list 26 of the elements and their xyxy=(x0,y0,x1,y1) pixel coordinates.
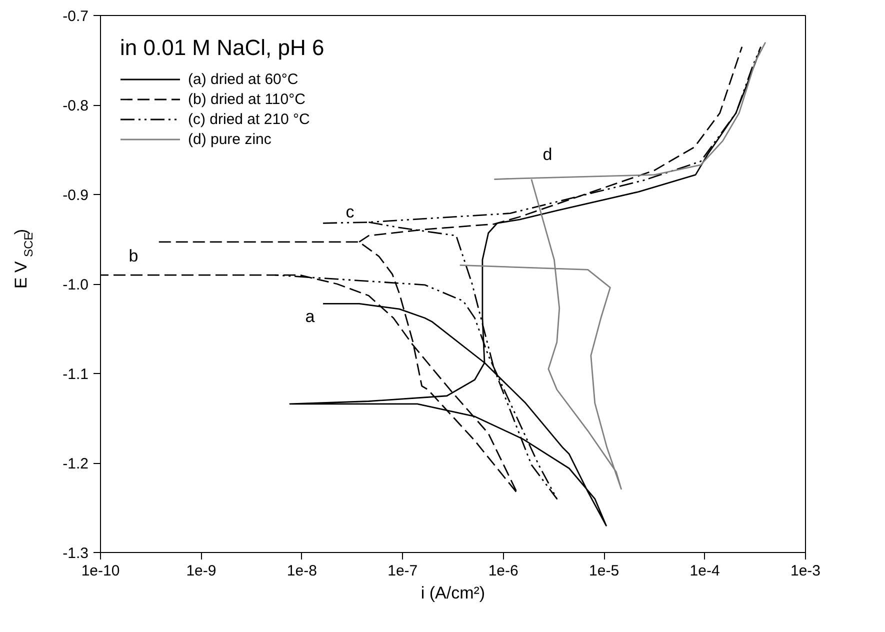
x-tick-label: 1e-6 xyxy=(488,562,518,580)
y-tick-label: -0.8 xyxy=(62,98,89,114)
x-tick-label: 1e-3 xyxy=(790,562,821,580)
legend-label: (b) dried at 110°C xyxy=(188,90,306,108)
x-tick-label: 1e-5 xyxy=(589,562,620,580)
annotation: d xyxy=(542,144,552,164)
x-tick-label: 1e-10 xyxy=(81,562,120,580)
x-tick-label: 1e-4 xyxy=(690,562,720,580)
y-axis-title: E VSCE) xyxy=(12,229,36,289)
y-tick-label: -1.1 xyxy=(62,366,89,383)
annotation: c xyxy=(346,202,355,222)
legend-label: (d) pure zinc xyxy=(188,130,272,148)
y-tick-label: -1.0 xyxy=(62,276,89,294)
y-tick-label: -1.3 xyxy=(62,545,89,562)
y-tick-label: -0.7 xyxy=(62,8,89,25)
x-tick-label: 1e-7 xyxy=(388,562,418,580)
y-tick-label: -1.2 xyxy=(62,456,89,472)
annotation: b xyxy=(128,246,138,266)
x-tick-label: 1e-8 xyxy=(286,562,317,580)
legend-label: (c) dried at 210 °C xyxy=(188,110,310,128)
y-tick-label: -0.9 xyxy=(62,187,89,204)
annotation: a xyxy=(305,307,316,326)
legend-label: (a) dried at 60°C xyxy=(188,70,298,88)
x-tick-label: 1e-9 xyxy=(186,562,216,580)
legend-title: in 0.01 M NaCl, pH 6 xyxy=(120,35,324,61)
x-axis-title: i (A/cm²) xyxy=(420,584,486,602)
